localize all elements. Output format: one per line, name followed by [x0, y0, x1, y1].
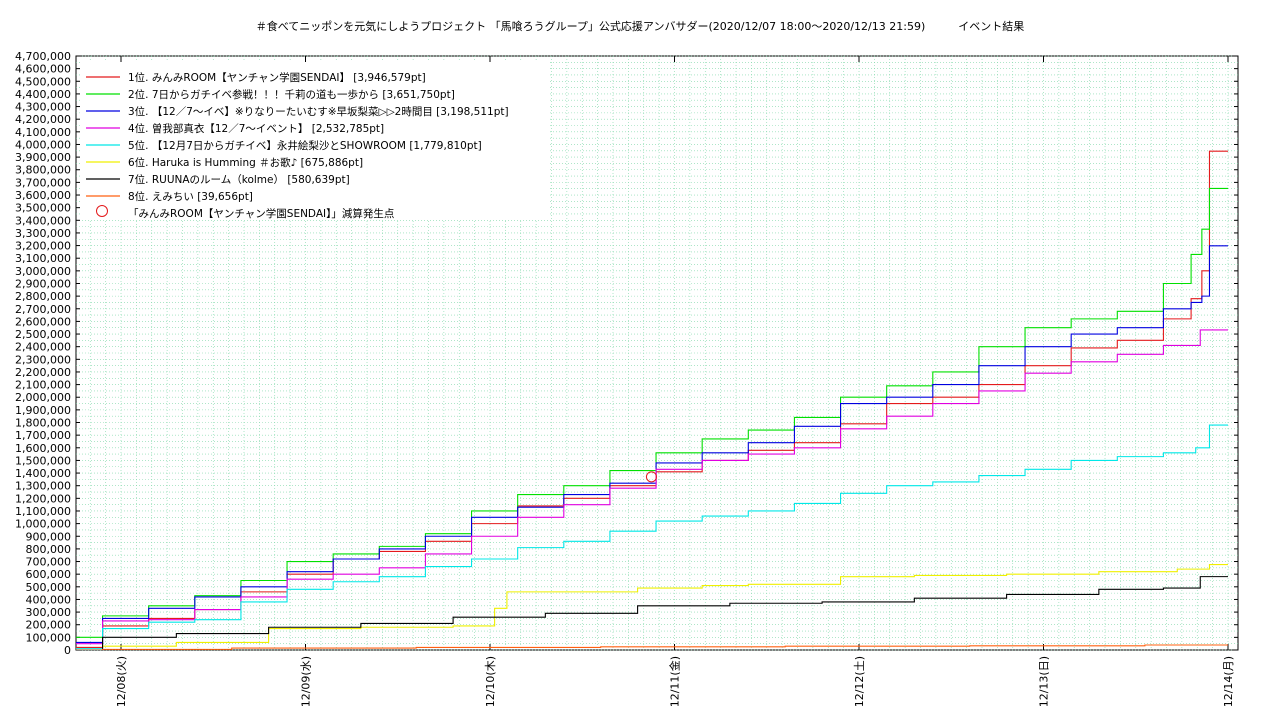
series-group [76, 150, 1228, 650]
y-tick-label: 4,600,000 [15, 63, 71, 76]
y-tick-label: 2,400,000 [15, 341, 71, 354]
y-tick-label: 3,200,000 [15, 240, 71, 253]
y-tick-label: 200,000 [26, 619, 72, 632]
x-tick-label: 12/12(土) [853, 656, 866, 707]
legend-label: 4位. 曽我部真衣【12／7〜イベント】 [2,532,785pt] [128, 122, 384, 135]
y-tick-label: 1,300,000 [15, 480, 71, 493]
y-tick-label: 1,000,000 [15, 518, 71, 531]
y-tick-label: 100,000 [26, 631, 72, 644]
legend: 1位. みんみROOM【ヤンチャン学園SENDAI】 [3,946,579pt]… [80, 62, 548, 220]
y-tick-label: 4,300,000 [15, 101, 71, 114]
x-tick-label: 12/08(火) [115, 656, 128, 707]
y-tick-label: 1,600,000 [15, 442, 71, 455]
y-tick-label: 900,000 [26, 530, 72, 543]
y-tick-label: 4,200,000 [15, 113, 71, 126]
y-tick-label: 3,300,000 [15, 227, 71, 240]
x-tick-label: 12/13(日) [1038, 656, 1051, 707]
y-tick-label: 2,700,000 [15, 303, 71, 316]
series-line-2 [76, 187, 1228, 638]
y-tick-label: 2,600,000 [15, 315, 71, 328]
series-line-6 [76, 564, 1228, 650]
y-tick-label: 800,000 [26, 543, 72, 556]
y-tick-label: 4,000,000 [15, 138, 71, 151]
marker-group [645, 471, 657, 483]
x-axis: 12/08(火) 12/09(水) 12/10(木) 12/11(金) 12/12(土)… [115, 56, 1235, 707]
y-tick-label: 3,900,000 [15, 151, 71, 164]
legend-label: 2位. 7日からガチイベ参戦！！！千莉の道も一歩から [3,651,750pt] [128, 88, 455, 101]
legend-label: 6位. Haruka is Humming ＃お歌♪ [675,886pt] [128, 156, 363, 169]
y-tick-label: 4,500,000 [15, 75, 71, 88]
x-tick-label: 12/11(金) [668, 656, 682, 707]
y-axis: 0100,000200,000300,000400,000500,000600,… [15, 50, 1238, 657]
y-tick-label: 3,600,000 [15, 189, 71, 202]
series-line-5 [76, 424, 1228, 650]
y-tick-label: 3,000,000 [15, 265, 71, 278]
x-tick-label: 12/10(木) [484, 656, 497, 707]
legend-label: 5位. 【12月7日からガチイベ】永井絵梨沙とSHOWROOM [1,779,8… [128, 139, 482, 152]
y-tick-label: 500,000 [26, 581, 72, 594]
y-tick-label: 1,200,000 [15, 492, 71, 505]
y-tick-label: 3,100,000 [15, 252, 71, 265]
chart-title: ＃食べてニッポンを元気にしようプロジェクト 「馬喰ろうグループ」公式応援アンバサ… [255, 20, 1025, 33]
y-tick-label: 4,100,000 [15, 126, 71, 139]
y-tick-label: 2,000,000 [15, 391, 71, 404]
legend-label: 3位. 【12／7〜イベ】※りなりーたいむす※早坂梨菜▷▷2時間目 [3,198… [128, 105, 509, 118]
y-tick-label: 1,800,000 [15, 417, 71, 430]
y-tick-label: 2,900,000 [15, 277, 71, 290]
x-tick-label: 12/14(月) [1222, 656, 1235, 707]
series-line-7 [76, 576, 1228, 650]
legend-marker-swatch [96, 205, 108, 217]
y-tick-label: 0 [64, 644, 71, 657]
y-tick-label: 1,500,000 [15, 454, 71, 467]
y-tick-label: 1,900,000 [15, 404, 71, 417]
y-tick-label: 4,700,000 [15, 50, 71, 63]
decrement-marker [645, 471, 657, 483]
series-line-3 [76, 245, 1228, 643]
legend-box [80, 62, 548, 220]
y-tick-label: 2,800,000 [15, 290, 71, 303]
y-tick-label: 3,700,000 [15, 176, 71, 189]
y-tick-label: 3,400,000 [15, 214, 71, 227]
y-tick-label: 4,400,000 [15, 88, 71, 101]
y-tick-label: 2,200,000 [15, 366, 71, 379]
y-tick-label: 300,000 [26, 606, 72, 619]
x-tick-label: 12/09(水) [300, 656, 313, 707]
y-tick-label: 3,800,000 [15, 164, 71, 177]
y-tick-label: 2,100,000 [15, 379, 71, 392]
y-tick-label: 1,400,000 [15, 467, 71, 480]
y-tick-label: 600,000 [26, 568, 72, 581]
y-tick-label: 1,700,000 [15, 429, 71, 442]
legend-label: 1位. みんみROOM【ヤンチャン学園SENDAI】 [3,946,579pt] [128, 71, 426, 84]
y-tick-label: 1,100,000 [15, 505, 71, 518]
y-tick-label: 700,000 [26, 556, 72, 569]
series-line-4 [76, 329, 1228, 645]
y-tick-label: 400,000 [26, 593, 72, 606]
y-tick-label: 2,300,000 [15, 353, 71, 366]
legend-label: 8位. えみちい [39,656pt] [128, 190, 253, 203]
y-tick-label: 2,500,000 [15, 328, 71, 341]
legend-marker-label: 「みんみROOM【ヤンチャン学園SENDAI】」減算発生点 [128, 207, 394, 220]
legend-label: 7位. RUUNAのルーム（kolme） [580,639pt] [128, 173, 350, 186]
y-tick-label: 3,500,000 [15, 202, 71, 215]
series-line-8 [76, 644, 1228, 650]
